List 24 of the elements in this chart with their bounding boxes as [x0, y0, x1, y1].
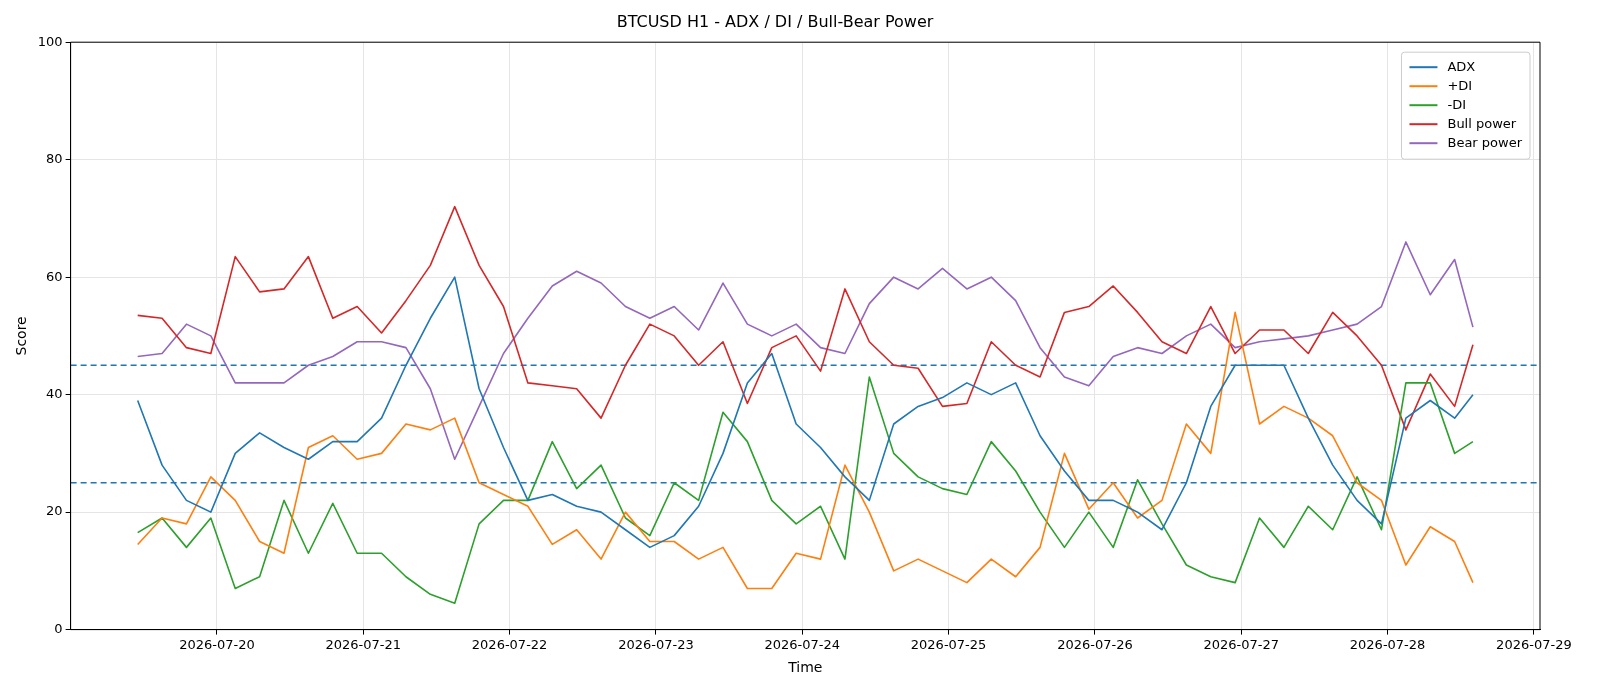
y-tick-label: 20	[46, 503, 63, 519]
legend-label: +DI	[1447, 77, 1473, 93]
legend-label: -DI	[1447, 96, 1467, 112]
legend-label: ADX	[1447, 58, 1476, 74]
y-tick-label: 100	[37, 33, 63, 49]
x-tick-label: 2026-07-26	[1057, 636, 1133, 652]
x-tick-label: 2026-07-23	[618, 636, 694, 652]
y-tick-label: 60	[46, 268, 63, 284]
x-tick-label: 2026-07-22	[471, 636, 548, 652]
legend-label: Bull power	[1447, 115, 1517, 131]
x-tick-label: 2026-07-20	[179, 636, 255, 652]
y-tick-label: 0	[54, 620, 63, 636]
y-axis-title: Score	[13, 316, 30, 356]
y-tick-label: 80	[46, 151, 63, 167]
legend-label: Bear power	[1447, 134, 1523, 150]
x-tick-label: 2026-07-24	[764, 636, 841, 652]
x-tick-label: 2026-07-27	[1203, 636, 1280, 652]
x-tick-label: 2026-07-21	[325, 636, 402, 652]
x-tick-label: 2026-07-28	[1349, 636, 1426, 652]
x-tick-label: 2026-07-29	[1496, 636, 1572, 652]
x-tick-label: 2026-07-25	[910, 636, 987, 652]
chart-title: BTCUSD H1 - ADX / DI / Bull-Bear Power	[616, 11, 934, 31]
y-tick-label: 40	[46, 386, 63, 402]
x-axis-title: Time	[787, 659, 823, 676]
